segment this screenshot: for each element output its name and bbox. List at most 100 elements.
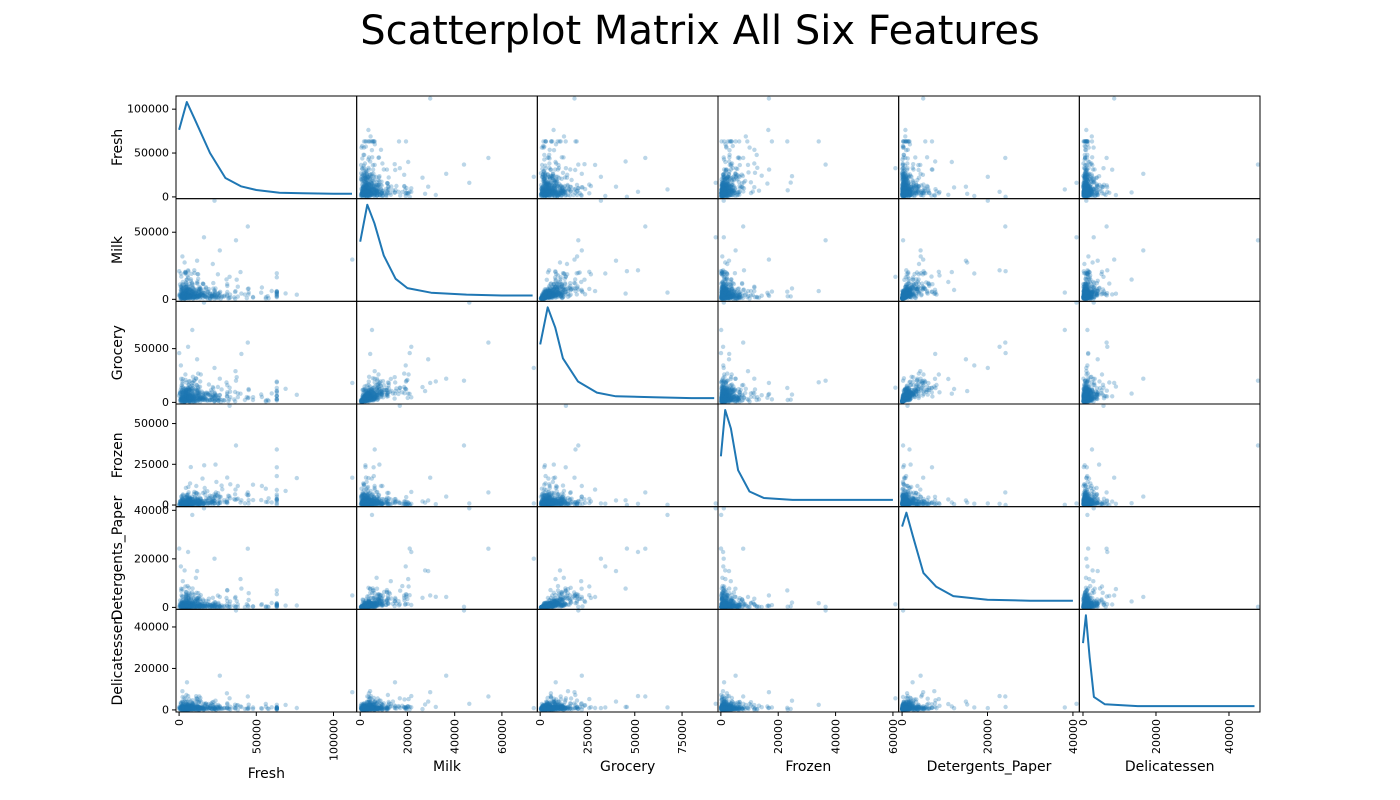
data-point bbox=[378, 193, 383, 198]
data-point bbox=[364, 183, 370, 188]
data-point bbox=[368, 190, 374, 195]
data-point bbox=[372, 162, 377, 168]
data-point bbox=[396, 139, 402, 144]
data-point bbox=[623, 159, 628, 164]
data-point bbox=[369, 185, 374, 191]
data-point bbox=[1095, 288, 1100, 294]
data-point bbox=[184, 277, 190, 282]
data-point bbox=[550, 186, 555, 191]
data-point bbox=[1095, 258, 1100, 263]
data-point bbox=[366, 189, 371, 194]
data-point bbox=[579, 171, 584, 176]
data-point bbox=[368, 190, 374, 196]
data-point bbox=[363, 179, 368, 184]
data-point bbox=[368, 139, 373, 144]
data-point bbox=[371, 193, 376, 198]
data-point bbox=[405, 191, 410, 196]
data-point bbox=[392, 162, 397, 167]
data-point bbox=[402, 183, 407, 189]
data-point bbox=[366, 189, 371, 194]
data-point bbox=[363, 185, 368, 190]
data-point bbox=[369, 192, 375, 198]
data-point bbox=[901, 139, 907, 144]
data-point bbox=[372, 191, 378, 196]
data-point bbox=[369, 171, 374, 177]
data-point bbox=[1095, 184, 1100, 189]
data-point bbox=[407, 194, 412, 199]
data-point bbox=[263, 399, 268, 404]
data-point bbox=[369, 139, 375, 144]
data-point bbox=[363, 176, 368, 181]
data-point bbox=[363, 187, 368, 192]
data-point bbox=[206, 289, 211, 294]
data-point bbox=[361, 163, 366, 168]
data-point bbox=[366, 167, 372, 172]
data-point bbox=[576, 162, 581, 167]
data-point bbox=[228, 395, 233, 400]
data-point bbox=[1100, 184, 1106, 190]
data-point bbox=[378, 186, 384, 192]
data-point bbox=[363, 184, 368, 190]
data-point bbox=[369, 187, 375, 192]
data-point bbox=[246, 387, 251, 393]
data-point bbox=[540, 178, 546, 183]
data-point bbox=[384, 192, 389, 198]
data-point bbox=[362, 192, 368, 197]
data-point bbox=[362, 188, 367, 194]
data-point bbox=[551, 193, 556, 198]
data-point bbox=[359, 191, 364, 196]
data-point bbox=[364, 188, 369, 193]
data-point bbox=[372, 142, 377, 147]
data-point bbox=[360, 191, 365, 196]
data-point bbox=[362, 176, 368, 181]
data-point bbox=[910, 191, 915, 196]
data-point bbox=[1110, 167, 1115, 172]
data-point bbox=[177, 350, 182, 356]
data-point bbox=[823, 238, 828, 243]
data-point bbox=[190, 286, 196, 291]
data-point bbox=[366, 186, 372, 192]
data-point bbox=[587, 269, 592, 274]
data-point bbox=[923, 139, 928, 144]
data-point bbox=[737, 139, 742, 144]
data-point bbox=[997, 189, 1002, 194]
data-point bbox=[233, 369, 238, 374]
data-point bbox=[274, 385, 279, 391]
data-point bbox=[1085, 159, 1091, 164]
data-point bbox=[380, 161, 385, 166]
data-point bbox=[405, 191, 410, 196]
data-point bbox=[541, 179, 547, 185]
data-point bbox=[402, 187, 408, 193]
data-point bbox=[759, 173, 764, 178]
data-point bbox=[182, 260, 187, 265]
data-point bbox=[196, 276, 201, 281]
data-point bbox=[360, 187, 366, 193]
data-point bbox=[361, 184, 366, 189]
data-point bbox=[1110, 292, 1115, 297]
data-point bbox=[245, 286, 251, 292]
data-point bbox=[360, 192, 366, 197]
data-point bbox=[238, 269, 243, 275]
panel-Milk-vs-Grocery bbox=[536, 198, 719, 302]
data-point bbox=[372, 178, 377, 183]
data-point bbox=[196, 371, 201, 376]
data-point bbox=[366, 139, 371, 144]
data-point bbox=[366, 194, 371, 199]
data-point bbox=[360, 192, 365, 197]
data-point bbox=[372, 185, 377, 190]
data-point bbox=[385, 184, 391, 189]
data-point bbox=[359, 143, 365, 149]
data-point bbox=[1100, 287, 1106, 292]
data-point bbox=[1003, 224, 1008, 229]
data-point bbox=[556, 162, 561, 168]
data-point bbox=[362, 152, 367, 158]
data-point bbox=[263, 296, 268, 301]
data-point bbox=[371, 182, 377, 187]
panel-Fresh-vs-Delicatessen bbox=[1078, 95, 1261, 200]
data-point bbox=[371, 171, 376, 176]
data-point bbox=[930, 167, 935, 172]
data-point bbox=[531, 174, 536, 179]
data-point bbox=[358, 192, 364, 198]
data-point bbox=[375, 193, 380, 198]
data-point bbox=[908, 174, 913, 179]
